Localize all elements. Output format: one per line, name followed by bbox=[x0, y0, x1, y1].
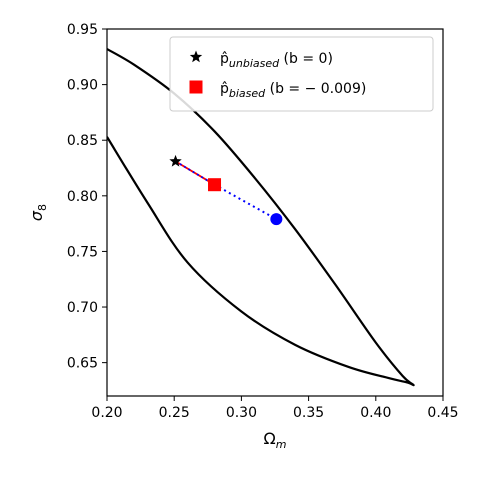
y-tick-label: 0.85 bbox=[67, 133, 98, 149]
x-axis-label-main: Ω bbox=[264, 429, 276, 448]
legend-label-main: p̂ bbox=[220, 81, 229, 97]
x-tick-label: 0.45 bbox=[427, 405, 458, 421]
marker-biased bbox=[208, 178, 222, 192]
x-tick-label: 0.40 bbox=[360, 405, 391, 421]
legend: p̂unbiased (b = 0)p̂biased (b = − 0.009) bbox=[169, 36, 434, 112]
y-axis-label-sub: 8 bbox=[36, 204, 49, 211]
legend-label-suffix: (b = 0) bbox=[279, 51, 333, 67]
y-tick-label: 0.95 bbox=[67, 22, 98, 38]
contour-line bbox=[107, 48, 415, 387]
y-axis-label-main: σ bbox=[27, 210, 46, 221]
plot-area bbox=[107, 48, 415, 387]
marker-unbiased bbox=[169, 154, 182, 167]
legend-label-sub: unbiased bbox=[229, 57, 280, 70]
legend-label-sub: biased bbox=[229, 87, 266, 100]
legend-label-main: p̂ bbox=[220, 51, 229, 67]
x-tick-label: 0.25 bbox=[159, 405, 190, 421]
legend-marker-unbiased bbox=[189, 50, 203, 63]
legend-label-biased: p̂biased (b = − 0.009) bbox=[220, 81, 366, 100]
y-tick-label: 0.65 bbox=[67, 356, 98, 372]
axes-frame bbox=[106, 28, 444, 397]
y-tick-label: 0.90 bbox=[67, 78, 98, 94]
y-tick-label: 0.80 bbox=[67, 189, 98, 205]
y-axis-label: σ8 bbox=[27, 204, 49, 221]
x-tick-label: 0.20 bbox=[91, 405, 122, 421]
legend-box bbox=[169, 36, 434, 112]
y-tick-label: 0.75 bbox=[67, 244, 98, 260]
axes: 0.20 0.25 0.30 0.35 0.40 0.45 0.65 0.70 0.75 0.80… bbox=[27, 22, 459, 451]
marker-projected bbox=[270, 213, 283, 226]
x-tick-label: 0.30 bbox=[226, 405, 257, 421]
legend-label-suffix: (b = − 0.009) bbox=[265, 81, 366, 97]
legend-label-unbiased: p̂unbiased (b = 0) bbox=[220, 51, 333, 70]
x-tick-label: 0.35 bbox=[293, 405, 324, 421]
y-tick-label: 0.70 bbox=[67, 300, 98, 316]
x-axis-label-sub: m bbox=[276, 438, 287, 451]
x-axis-label: Ωm bbox=[264, 429, 287, 451]
segment-biased-to-projected bbox=[214, 183, 277, 221]
legend-marker-biased bbox=[189, 80, 203, 94]
